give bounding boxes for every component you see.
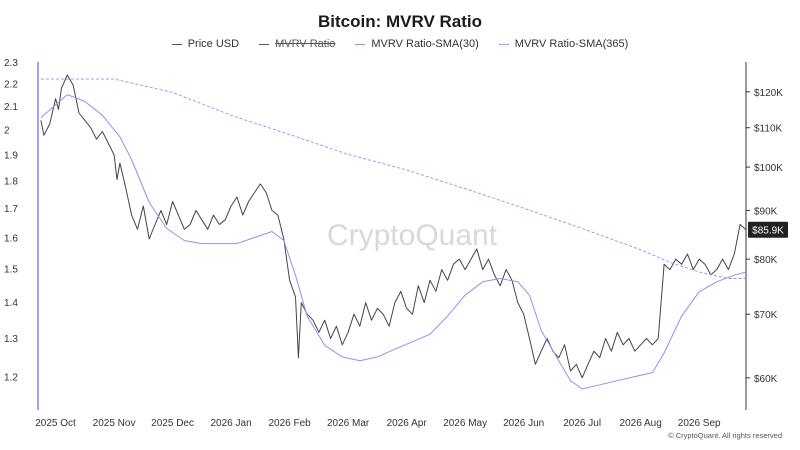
left-tick-label: 1.4 xyxy=(4,298,18,309)
series-line-price-usd xyxy=(40,74,747,379)
right-tick-label: $120K xyxy=(754,88,783,99)
x-tick-label: 2025 Dec xyxy=(151,418,194,429)
left-tick-label: 1.2 xyxy=(4,373,18,384)
x-tick-label: 2026 Jan xyxy=(211,418,252,429)
series-layer xyxy=(40,74,747,390)
x-tick-label: 2025 Nov xyxy=(93,418,136,429)
left-tick-label: 1.5 xyxy=(4,265,18,276)
current-price-badge xyxy=(748,221,788,238)
x-tick-label: 2026 May xyxy=(443,418,487,429)
x-tick-label: 2026 Feb xyxy=(268,418,311,429)
legend-label: Price USD xyxy=(187,38,240,50)
right-tick-label: $60K xyxy=(754,374,778,385)
legend-swatch xyxy=(171,43,182,45)
legend: Price USD MVRV Ratio MVRV Ratio-SMA(30) MVR… xyxy=(0,38,800,50)
legend-item-0[interactable]: Price USD xyxy=(171,38,240,50)
legend-swatch xyxy=(498,43,509,45)
legend-item-3[interactable]: MVRV Ratio-SMA(365) xyxy=(498,38,629,50)
left-tick-label: 2.2 xyxy=(4,79,18,90)
left-tick-label: 1.7 xyxy=(4,204,18,215)
legend-item-2[interactable]: MVRV Ratio-SMA(30) xyxy=(355,38,479,50)
right-tick-label: $90K xyxy=(754,207,778,218)
legend-label: MVRV Ratio-SMA(365) xyxy=(514,38,629,50)
x-tick-label: 2026 Apr xyxy=(387,418,428,429)
x-tick-label: 2026 Aug xyxy=(620,418,662,429)
legend-label: MVRV Ratio xyxy=(275,38,336,50)
x-tick-label: 2025 Oct xyxy=(35,418,76,429)
right-tick-label: $70K xyxy=(754,310,778,321)
legend-swatch xyxy=(259,43,270,45)
series-line-mvrv-ratio-sma-365- xyxy=(40,78,746,279)
left-tick-label: 1.8 xyxy=(4,177,18,188)
x-tick-label: 2026 Jul xyxy=(563,418,601,429)
right-tick-label: $100K xyxy=(754,163,783,174)
left-tick-label: 2 xyxy=(4,126,10,137)
copyright-notice: © CryptoQuant. All rights reserved xyxy=(668,431,782,440)
chart-title: Bitcoin: MVRV Ratio xyxy=(317,12,483,31)
legend-item-1[interactable]: MVRV Ratio xyxy=(259,38,335,50)
legend-swatch xyxy=(355,43,366,45)
current-price-label: $85.9K xyxy=(752,225,784,236)
axes: CryptoQuant 1.2 1.3 1.4 1.5 1.6 1.7 1.8 1.9 2 2.1 2… xyxy=(4,58,783,429)
x-tick-label: 2026 Sep xyxy=(678,418,721,429)
x-tick-label: 2026 Jun xyxy=(503,418,544,429)
left-tick-label: 1.9 xyxy=(4,150,18,161)
right-tick-label: $80K xyxy=(754,255,778,266)
legend-label: MVRV Ratio-SMA(30) xyxy=(371,38,479,50)
left-tick-label: 2.3 xyxy=(4,58,18,69)
left-tick-label: 2.1 xyxy=(4,102,18,113)
series-line-mvrv-ratio-sma-30- xyxy=(40,94,747,390)
x-tick-label: 2026 Mar xyxy=(327,418,370,429)
left-tick-label: 1.6 xyxy=(4,234,18,245)
left-tick-label: 1.3 xyxy=(4,334,18,345)
watermark-text: CryptoQuant xyxy=(327,219,498,252)
overlay-layer: $85.9K xyxy=(748,221,788,238)
right-tick-label: $110K xyxy=(754,124,783,135)
